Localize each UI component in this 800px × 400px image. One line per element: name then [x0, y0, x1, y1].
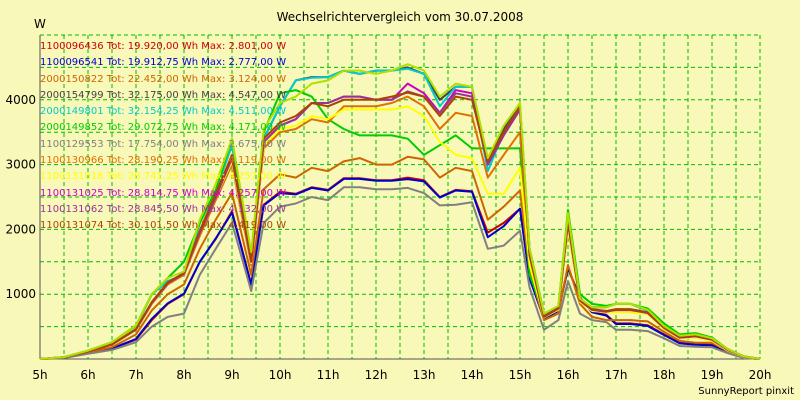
x-tick-label: 6h: [80, 368, 95, 382]
legend: 1100096436 Tot: 19.920,00 Wh Max: 2.801,…: [40, 39, 286, 235]
series-line: [39, 177, 761, 360]
x-tick-label: 14h: [461, 368, 484, 382]
legend-entry: 1100096541 Tot: 19.912,75 Wh Max: 2.777,…: [40, 57, 287, 69]
x-tick-label: 5h: [32, 368, 47, 382]
series-line: [39, 91, 761, 360]
legend-entry: 1100130966 Tot: 28.190,25 Wh Max: 4.119,…: [40, 155, 287, 167]
legend-entry: 1100131025 Tot: 28.814,75 Wh Max: 4.257,…: [40, 187, 287, 199]
x-tick-label: 11h: [317, 368, 340, 382]
legend-entry: 1100131062 Tot: 28.845,50 Wh Max: 4.132,…: [40, 203, 287, 215]
x-tick-label: 13h: [413, 368, 436, 382]
series-line: [39, 186, 761, 360]
x-tick-label: 8h: [176, 368, 191, 382]
x-tick-label: 19h: [701, 368, 724, 382]
x-tick-label: 10h: [269, 368, 292, 382]
x-tick-label: 7h: [128, 368, 143, 382]
series-line: [39, 155, 761, 360]
y-tick-label: 1000: [5, 287, 36, 301]
x-tick-label: 9h: [224, 368, 239, 382]
legend-entry: 1100131074 Tot: 30.101,50 Wh Max: 4.419,…: [40, 220, 287, 232]
chart-title: Wechselrichtervergleich vom 30.07.2008: [276, 10, 524, 24]
legend-entry: 2000154799 Tot: 32.175,00 Wh Max: 4.547,…: [40, 89, 287, 101]
x-tick-label: 15h: [509, 368, 532, 382]
y-tick-label: 2000: [5, 222, 36, 236]
x-tick-label: 12h: [365, 368, 388, 382]
x-tick-label: 16h: [557, 368, 580, 382]
legend-entry: 2000149801 Tot: 32.154,25 Wh Max: 4.511,…: [40, 106, 287, 118]
y-tick-label: 4000: [5, 93, 36, 107]
x-tick-label: 20h: [749, 368, 772, 382]
x-tick-label: 17h: [605, 368, 628, 382]
y-axis-unit: W: [34, 17, 46, 31]
x-tick-label: 18h: [653, 368, 676, 382]
y-tick-label: 3000: [5, 158, 36, 172]
credit-label: SunnyReport pinxit: [698, 386, 794, 397]
legend-entry: 2000149852 Tot: 29.072,75 Wh Max: 4.171,…: [40, 122, 287, 134]
legend-entry: 1100131016 Tot: 28.741,25 Wh Max: 4.257,…: [40, 171, 287, 183]
series-line: [39, 63, 761, 360]
legend-entry: 1100129553 Tot: 17.754,00 Wh Max: 2.675,…: [40, 138, 287, 150]
legend-entry: 2000150822 Tot: 22.452,00 Wh Max: 3.124,…: [40, 73, 287, 85]
legend-entry: 1100096436 Tot: 19.920,00 Wh Max: 2.801,…: [40, 41, 287, 52]
